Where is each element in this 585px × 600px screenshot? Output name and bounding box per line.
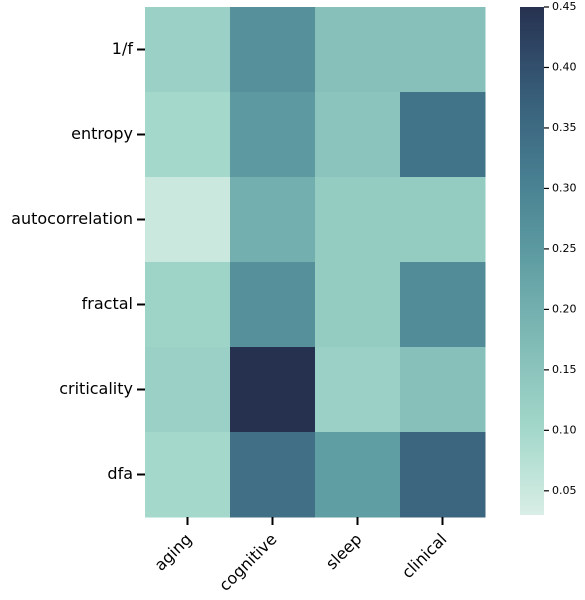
heatmap-cell-1-f-sleep: [315, 7, 401, 93]
heatmap-cell-fractal-aging: [145, 262, 231, 348]
colorbar-tick-label: 0.25: [552, 242, 577, 255]
column-label: cognitive: [215, 530, 280, 595]
colorbar-tick-label: 0.05: [552, 484, 577, 497]
heatmap-cell-autocorrelation-sleep: [315, 177, 401, 263]
heatmap-cell-fractal-cognitive: [230, 262, 316, 348]
heatmap-cell-autocorrelation-aging: [145, 177, 231, 263]
heatmap-cell-criticality-sleep: [315, 347, 401, 433]
heatmap-cell-1-f-clinical: [400, 7, 486, 93]
row-labels: 1/f entropy autocorrelation fractal critical…: [11, 39, 133, 483]
heatmap-cell-dfa-clinical: [400, 432, 486, 518]
heatmap-cell-1-f-cognitive: [230, 7, 316, 93]
column-label: sleep: [322, 530, 366, 574]
heatmap-cell-criticality-aging: [145, 347, 231, 433]
heatmap-cell-entropy-sleep: [315, 92, 401, 178]
heatmap-cell-1-f-aging: [145, 7, 231, 93]
column-label: clinical: [398, 530, 451, 583]
heatmap-cell-fractal-clinical: [400, 262, 486, 348]
column-tick-marks: [186, 517, 444, 525]
colorbar-tick-label: 0.40: [552, 60, 577, 73]
row-tick-marks: [137, 48, 145, 476]
column-label: aging: [150, 530, 195, 575]
heatmap-cell-criticality-clinical: [400, 347, 486, 433]
heatmap-cells: [145, 7, 486, 518]
heatmap-cell-fractal-sleep: [315, 262, 401, 348]
heatmap-cell-entropy-aging: [145, 92, 231, 178]
heatmap-cell-entropy-cognitive: [230, 92, 316, 178]
heatmap-cell-dfa-aging: [145, 432, 231, 518]
colorbar-tick-label: 0.10: [552, 423, 577, 436]
colorbar-tick-label: 0.20: [552, 302, 577, 315]
row-label: dfa: [107, 464, 133, 483]
heatmap-cell-autocorrelation-clinical: [400, 177, 486, 263]
colorbar-tick-label: 0.45: [552, 0, 577, 13]
colorbar-tick-label: 0.30: [552, 181, 577, 194]
heatmap-cell-dfa-cognitive: [230, 432, 316, 518]
heatmap-cell-criticality-cognitive: [230, 347, 316, 433]
colorbar-tick-label: 0.15: [552, 363, 577, 376]
colorbar-ticks: 0.05 0.10 0.15 0.20 0.25 0.30 0.35 0.40 0.45: [544, 0, 577, 497]
row-label: fractal: [82, 294, 133, 313]
colorbar-tick-label: 0.35: [552, 121, 577, 134]
colorbar: [520, 7, 544, 515]
row-label: 1/f: [112, 39, 134, 58]
heatmap-cell-entropy-clinical: [400, 92, 486, 178]
heatmap-cell-dfa-sleep: [315, 432, 401, 518]
row-label: autocorrelation: [11, 209, 133, 228]
row-label: entropy: [71, 124, 133, 143]
row-label: criticality: [59, 379, 133, 398]
heatmap-cell-autocorrelation-cognitive: [230, 177, 316, 263]
column-labels: aging cognitive sleep clinical: [150, 530, 450, 595]
